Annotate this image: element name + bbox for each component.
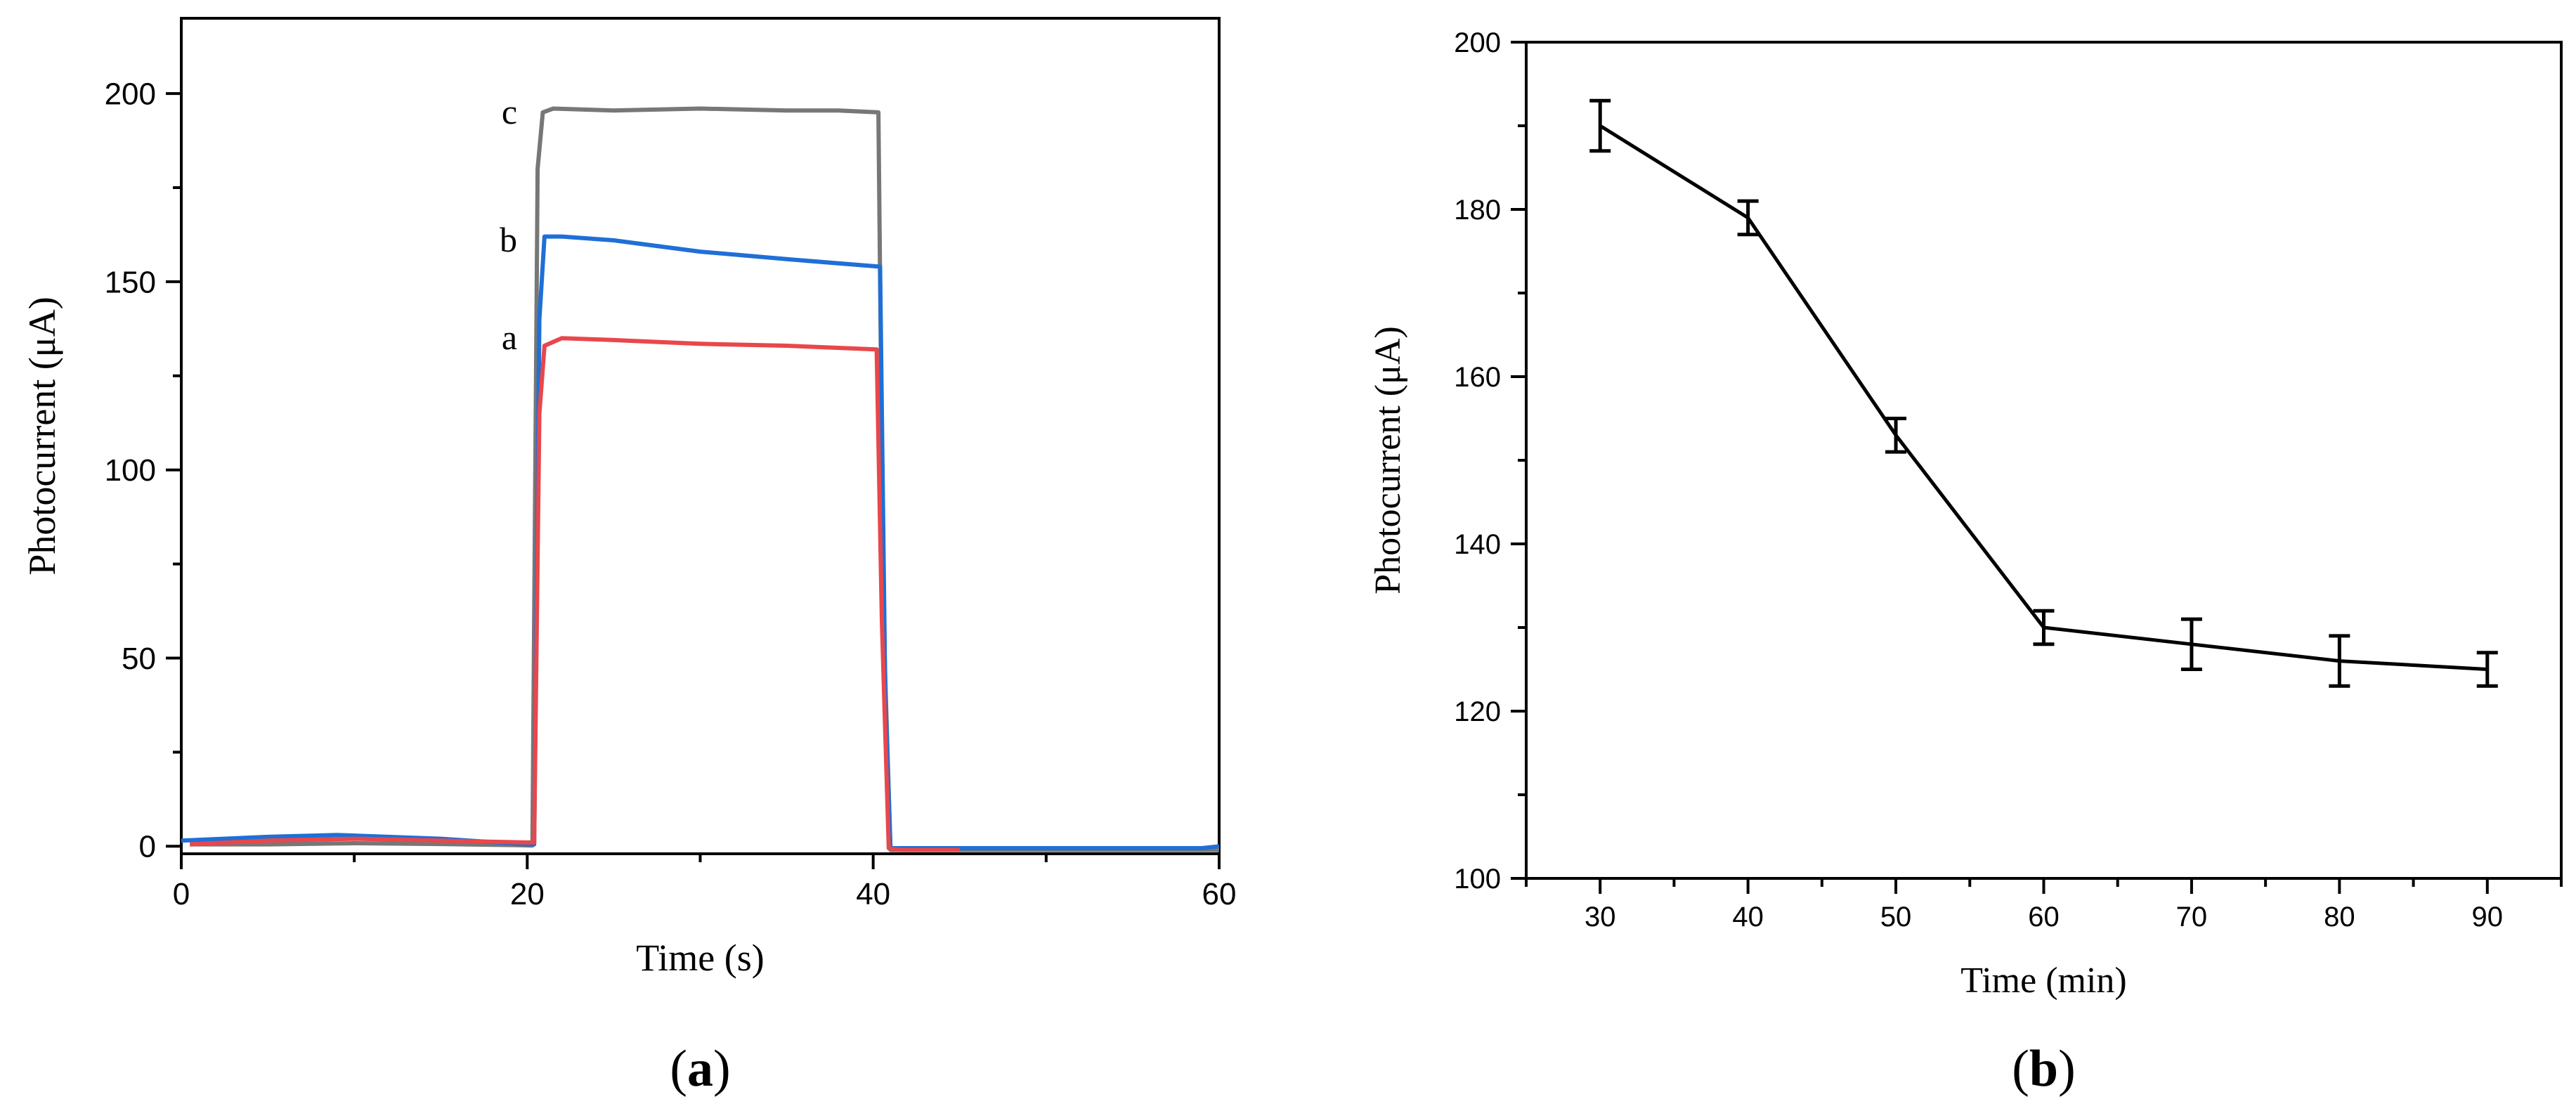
x-tick-label: 20 bbox=[510, 877, 545, 911]
series-line-c bbox=[190, 106, 1219, 852]
x-tick-label: 40 bbox=[856, 877, 890, 911]
y-tick-label: 100 bbox=[105, 453, 156, 488]
curve-label: a bbox=[502, 318, 517, 357]
series-0 bbox=[1589, 98, 2498, 688]
x-tick-label: 0 bbox=[173, 877, 190, 911]
panel-label: (a) bbox=[670, 1040, 730, 1098]
curve-label: b bbox=[500, 220, 517, 259]
panel-label-close-paren: ) bbox=[713, 1040, 731, 1098]
y-tick-label: 160 bbox=[1454, 362, 1501, 393]
y-tick-label: 0 bbox=[139, 830, 156, 864]
y-tick-label: 120 bbox=[1454, 696, 1501, 727]
panel-label-open-paren: ( bbox=[2012, 1040, 2029, 1098]
panel-label-letter: b bbox=[2029, 1040, 2058, 1098]
series-line-a bbox=[190, 336, 960, 852]
x-tick-label: 80 bbox=[2324, 902, 2355, 932]
panel-label: (b) bbox=[2012, 1040, 2075, 1098]
chart-panel-a: 0 20 40 60 0 50 100 150 200 Time (s) Photocurrent … bbox=[21, 17, 1237, 1098]
y-axis-title: Photocurrent (μA) bbox=[21, 297, 63, 575]
plot-frame bbox=[1525, 41, 2563, 880]
series-c bbox=[190, 106, 1219, 852]
series-a bbox=[190, 336, 960, 852]
x-tick-label: 40 bbox=[1732, 902, 1764, 932]
series-line-0 bbox=[1599, 124, 2487, 671]
x-tick-label: 60 bbox=[2028, 902, 2060, 932]
x-axis-title: Time (s) bbox=[636, 937, 765, 979]
y-tick-label: 140 bbox=[1454, 529, 1501, 560]
y-tick-label: 150 bbox=[105, 265, 156, 299]
chart-panel-b: 30 40 50 60 70 80 90 100 120 140 160 180 200 Time (mi… bbox=[1368, 27, 2563, 1098]
x-tick-label: 50 bbox=[1880, 902, 1912, 932]
x-axis-title: Time (min) bbox=[1960, 961, 2126, 1001]
plot-frame bbox=[180, 17, 1221, 855]
x-tick-label: 60 bbox=[1202, 877, 1237, 911]
panel-label-open-paren: ( bbox=[670, 1040, 687, 1098]
y-axis-title: Photocurrent (μA) bbox=[1368, 326, 1408, 594]
series-line-b bbox=[181, 234, 1220, 850]
panel-label-close-paren: ) bbox=[2058, 1040, 2076, 1098]
panel-label-letter: a bbox=[687, 1040, 713, 1098]
y-tick-label: 200 bbox=[105, 77, 156, 112]
series-b bbox=[181, 234, 1220, 850]
y-tick-label: 200 bbox=[1454, 27, 1501, 58]
x-tick-label: 30 bbox=[1585, 902, 1616, 932]
y-tick-label: 100 bbox=[1454, 864, 1501, 895]
x-tick-label: 70 bbox=[2176, 902, 2208, 932]
x-tick-label: 90 bbox=[2472, 902, 2504, 932]
y-tick-label: 180 bbox=[1454, 195, 1501, 226]
y-tick-label: 50 bbox=[122, 642, 156, 676]
curve-label: c bbox=[502, 92, 517, 131]
